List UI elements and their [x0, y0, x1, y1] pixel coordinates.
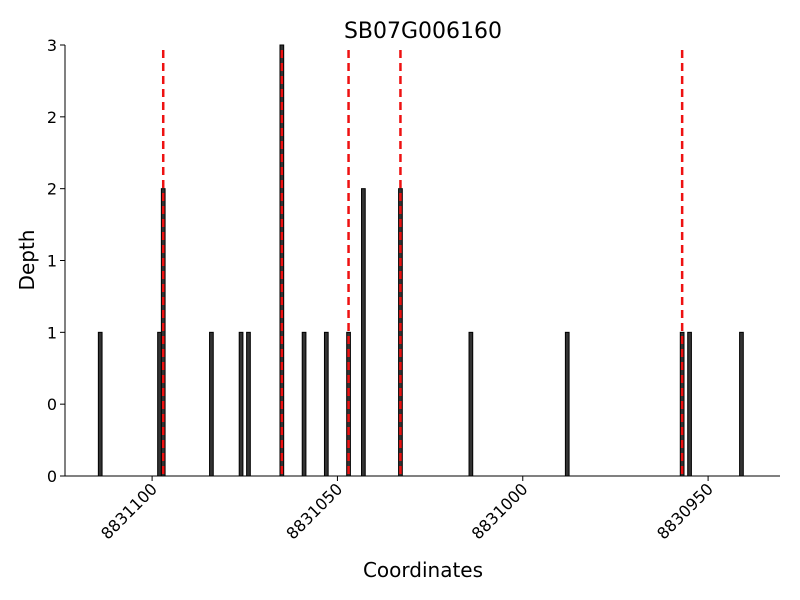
x-tick-label: 8831000 [468, 479, 532, 543]
bar [238, 331, 244, 477]
bar [468, 331, 474, 477]
bar [361, 188, 366, 477]
bar [301, 331, 307, 477]
y-axis-label: Depth [15, 230, 39, 291]
bar [323, 331, 329, 477]
y-tick-label: 2 [47, 180, 57, 199]
bar [687, 331, 692, 477]
bar [157, 331, 162, 477]
y-tick-label: 2 [47, 108, 57, 127]
x-tick-label: 8830950 [653, 479, 717, 543]
x-axis-label: Coordinates [363, 558, 483, 582]
x-tick-label: 8831050 [282, 479, 346, 543]
bar [564, 331, 570, 477]
bar [209, 331, 214, 477]
y-tick-label: 0 [47, 395, 57, 414]
y-tick-label: 1 [47, 323, 57, 342]
x-tick-label: 8831100 [97, 479, 161, 543]
y-tick-label: 1 [47, 252, 57, 271]
y-tick-label: 0 [47, 467, 57, 486]
y-tick-label: 3 [47, 36, 57, 55]
chart-title: SB07G006160 [344, 19, 502, 44]
bar [246, 331, 251, 477]
bar [97, 331, 103, 477]
bar [739, 331, 744, 477]
